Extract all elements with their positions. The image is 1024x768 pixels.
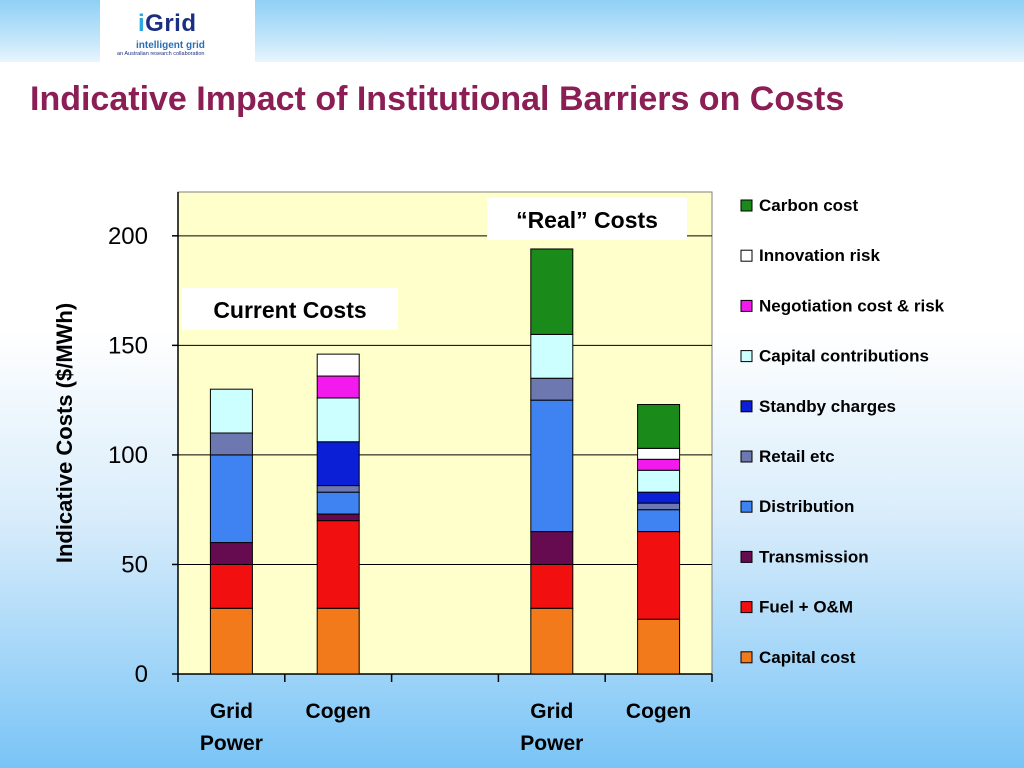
legend-swatch	[740, 199, 753, 212]
bar-segment	[530, 248, 574, 335]
annotation-real-costs-box	[487, 198, 687, 240]
x-category-label: Cogen	[306, 700, 371, 723]
bar-segment	[209, 454, 253, 544]
legend-label: Negotiation cost & risk	[759, 296, 945, 315]
bar-segment	[530, 563, 574, 609]
bar-segment	[316, 353, 360, 377]
bar-segment	[316, 375, 360, 399]
legend-swatch	[740, 299, 753, 312]
bar-segment	[316, 397, 360, 443]
x-category-label: Power	[200, 732, 263, 755]
legend-label: Carbon cost	[759, 196, 859, 215]
x-category-label: Grid	[210, 700, 253, 723]
legend-label: Fuel + O&M	[759, 598, 853, 617]
bar-segment	[209, 432, 253, 456]
legend-label: Transmission	[759, 547, 869, 566]
annotation-current-costs: Current Costs	[213, 297, 366, 323]
legend-swatch	[740, 500, 753, 513]
legend-label: Capital cost	[759, 648, 856, 667]
y-tick-label: 150	[108, 332, 148, 359]
bar-segment	[316, 607, 360, 675]
bar-segment	[637, 531, 681, 620]
logo-panel	[100, 0, 255, 62]
x-category-label: Grid	[530, 700, 573, 723]
x-category-label: Cogen	[626, 700, 691, 723]
bar-segment	[530, 531, 574, 565]
bar-segment	[530, 607, 574, 675]
bar-segment	[316, 491, 360, 515]
bar-segment	[637, 469, 681, 493]
bar-segment	[637, 447, 681, 460]
logo-tagline: intelligent grid	[136, 40, 205, 51]
logo-brand-i: i	[138, 10, 146, 37]
bar-segment	[637, 491, 681, 504]
bar-segment	[637, 509, 681, 533]
bar-segment	[316, 513, 360, 522]
legend-swatch	[740, 249, 753, 262]
y-tick-label: 0	[135, 661, 148, 688]
bar-segment	[637, 502, 681, 511]
legend-label: Innovation risk	[759, 246, 880, 265]
legend-label: Retail etc	[759, 447, 835, 466]
slide-title: Indicative Impact of Institutional Barri…	[30, 80, 845, 118]
y-tick-label: 100	[108, 442, 148, 469]
legend-swatch	[740, 400, 753, 413]
bar-segment	[316, 520, 360, 609]
bar-segment	[209, 388, 253, 434]
legend-label: Standby charges	[759, 397, 896, 416]
annotation-real-costs: “Real” Costs	[516, 207, 658, 233]
x-category-label: Power	[520, 732, 583, 755]
bar-segment	[637, 404, 681, 449]
plot-area	[177, 191, 713, 675]
bar-segment	[316, 485, 360, 493]
legend-swatch	[740, 350, 753, 363]
y-tick-label: 200	[108, 223, 148, 250]
logo-subtitle: an Australian research collaboration	[117, 51, 205, 57]
igrid-logo: iGrid	[138, 10, 197, 38]
bar-segment	[637, 618, 681, 675]
bar-segment	[530, 399, 574, 533]
legend-swatch	[740, 651, 753, 664]
bar-segment	[209, 542, 253, 565]
bar-segment	[209, 563, 253, 609]
legend-swatch	[740, 550, 753, 563]
legend-swatch	[740, 601, 753, 614]
bar-segment	[530, 377, 574, 401]
bar-segment	[209, 607, 253, 675]
bar-segment	[316, 441, 360, 487]
legend-swatch	[740, 450, 753, 463]
legend-label: Distribution	[759, 497, 854, 516]
bar-segment	[530, 333, 574, 379]
bar-segment	[637, 458, 681, 471]
logo-brand-rest: Grid	[145, 10, 197, 37]
y-axis-title: Indicative Costs ($/MWh)	[52, 303, 77, 563]
annotation-current-costs-box	[182, 288, 398, 330]
legend-label: Capital contributions	[759, 347, 929, 366]
y-tick-label: 50	[121, 551, 148, 578]
